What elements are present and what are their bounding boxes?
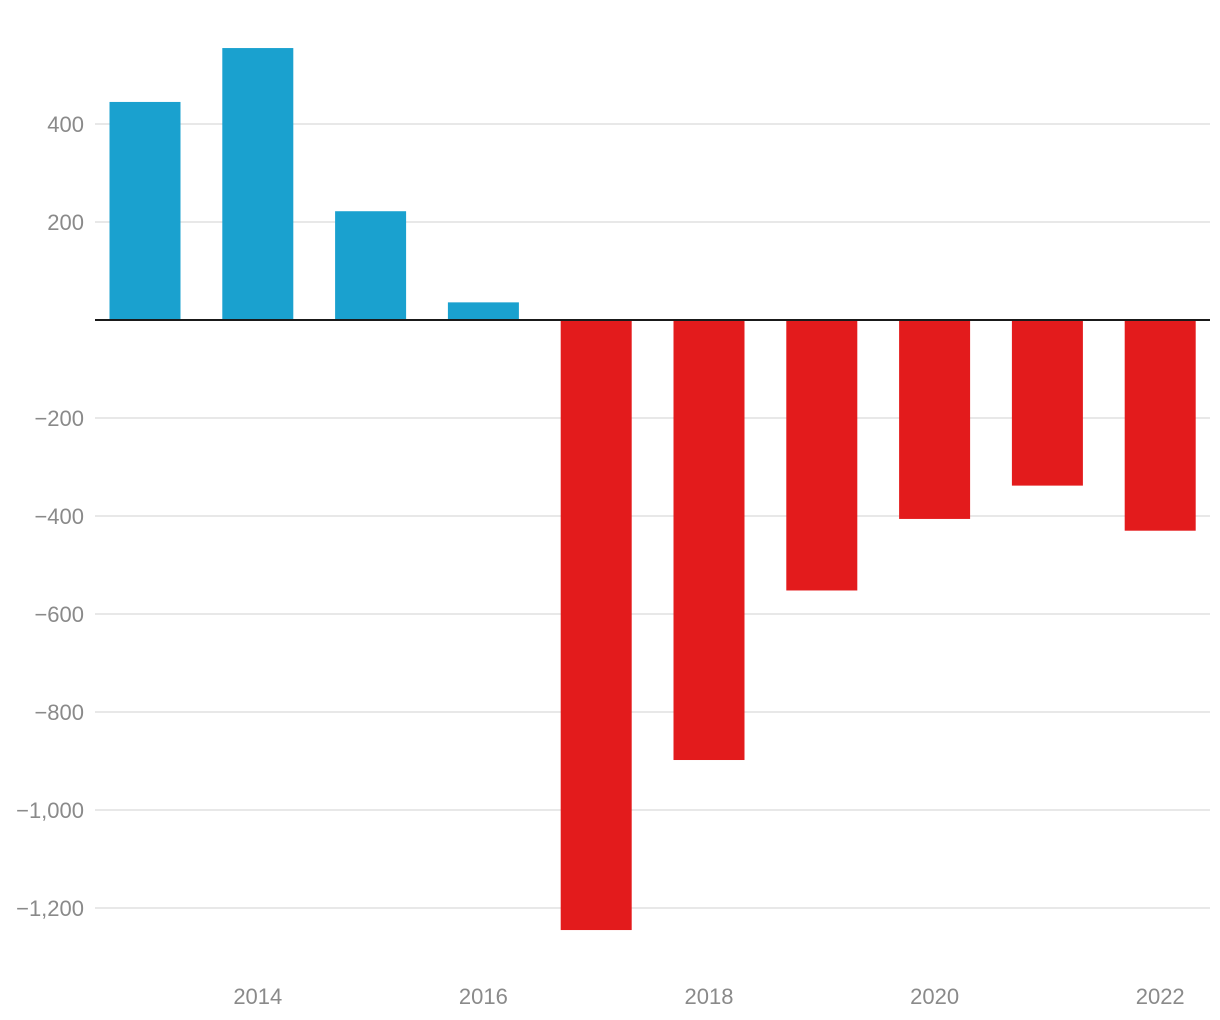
bar-2016 bbox=[447, 302, 519, 320]
bar-2017 bbox=[560, 320, 632, 931]
y-tick-label: −1,000 bbox=[16, 798, 84, 823]
x-axis-labels: 2014 2016 2018 2020 2022 bbox=[233, 984, 1184, 1009]
bar-2013 bbox=[109, 101, 181, 320]
x-tick-label: 2014 bbox=[233, 984, 282, 1009]
y-tick-label: −200 bbox=[34, 406, 84, 431]
y-tick-label: 400 bbox=[47, 112, 84, 137]
bars bbox=[109, 48, 1196, 931]
x-tick-label: 2022 bbox=[1136, 984, 1185, 1009]
bar-2019 bbox=[786, 320, 858, 591]
bar-2020 bbox=[899, 320, 971, 519]
y-axis-labels: 400 200 −200 −400 −600 −800 −1,000 −1,200 bbox=[16, 112, 84, 921]
bar-2014 bbox=[222, 48, 294, 321]
bar-2021 bbox=[1011, 320, 1083, 486]
y-tick-label: −800 bbox=[34, 700, 84, 725]
x-tick-label: 2018 bbox=[685, 984, 734, 1009]
bar-2015 bbox=[335, 211, 407, 320]
x-tick-label: 2020 bbox=[910, 984, 959, 1009]
bar-2022 bbox=[1124, 320, 1196, 531]
y-tick-label: 200 bbox=[47, 210, 84, 235]
bar-2018 bbox=[673, 320, 745, 761]
y-tick-label: −1,200 bbox=[16, 896, 84, 921]
y-tick-label: −400 bbox=[34, 504, 84, 529]
y-tick-label: −600 bbox=[34, 602, 84, 627]
x-tick-label: 2016 bbox=[459, 984, 508, 1009]
